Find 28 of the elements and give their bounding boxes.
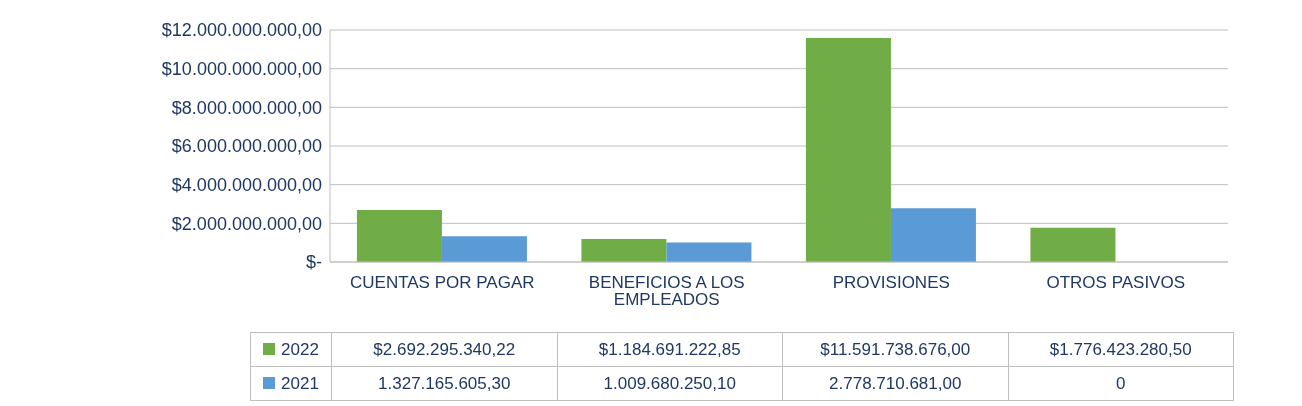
y-tick-label: $2.000.000.000,00 [171,213,322,234]
bar [581,239,667,262]
legend-label: 2021 [250,366,332,401]
y-tick-label: $4.000.000.000,00 [171,175,322,196]
data-label: 0 [1008,366,1234,401]
data-label: 1.009.680.250,10 [557,366,783,401]
y-tick-label: $6.000.000.000,00 [171,136,322,157]
y-tick-label: $12.000.000.000,00 [161,20,322,41]
bar [890,208,976,262]
data-label: 1.327.165.605,30 [331,366,557,401]
x-tick-label: BENEFICIOS A LOS EMPLEADOS [588,273,745,310]
bar [666,242,752,262]
x-tick-label: CUENTAS POR PAGAR [349,273,535,293]
x-tick-label: PROVISIONES [832,273,950,293]
data-label: $1.776.423.280,50 [1008,332,1234,367]
y-tick-label: $- [305,252,322,273]
data-label: $1.184.691.222,85 [557,332,783,367]
bar [441,236,527,262]
x-tick-label: OTROS PASIVOS [1046,273,1186,293]
bar [1030,227,1116,262]
data-label: $2.692.295.340,22 [331,332,557,367]
bar [805,37,891,262]
y-tick-label: $8.000.000.000,00 [171,97,322,118]
legend-label: 2022 [250,332,332,367]
bar [356,209,442,262]
data-label: $11.591.738.676,00 [782,332,1008,367]
y-tick-label: $10.000.000.000,00 [161,59,322,80]
data-label: 2.778.710.681,00 [782,366,1008,401]
